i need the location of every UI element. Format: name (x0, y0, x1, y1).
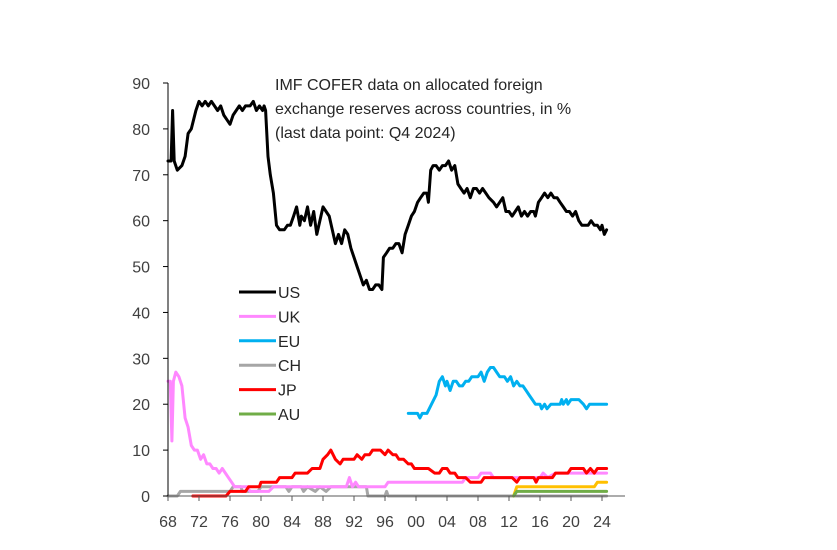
x-tick-label: 12 (500, 514, 518, 531)
x-tick-label: 88 (314, 514, 332, 531)
x-tick-label: 04 (438, 514, 456, 531)
y-tick-label: 50 (132, 260, 150, 277)
axes-layer (167, 83, 625, 497)
y-tick-label: 20 (132, 397, 150, 414)
y-tick-label: 10 (132, 443, 150, 460)
legend-label-ch: CH (278, 358, 301, 375)
series-line-eu (406, 366, 609, 420)
series-layer (166, 99, 609, 498)
y-tick-label: 60 (132, 214, 150, 231)
x-tick-label: 00 (407, 514, 425, 531)
series-line-jp (191, 448, 609, 498)
y-tick-label: 30 (132, 351, 150, 368)
x-tick-label: 84 (283, 514, 301, 531)
y-tick-label: 70 (132, 168, 150, 185)
chart-subtitle: (last data point: Q4 2024) (275, 125, 456, 142)
x-tick-label: 16 (531, 514, 549, 531)
chart-title-line-2: exchange reserves across countries, in % (275, 101, 571, 118)
chart-title-line-1: IMF COFER data on allocated foreign (275, 77, 543, 94)
series-line-ca (512, 480, 609, 498)
x-tick-label: 08 (469, 514, 487, 531)
legend-label-us: US (278, 285, 300, 302)
x-tick-label: 20 (562, 514, 580, 531)
legend-label-uk: UK (278, 309, 301, 326)
y-ticks: 0 10 20 30 40 50 60 70 80 90 (132, 76, 168, 506)
x-tick-label: 96 (376, 514, 394, 531)
x-tick-label: 24 (593, 514, 611, 531)
x-tick-label: 76 (221, 514, 239, 531)
series-line-uk (166, 370, 609, 493)
y-tick-label: 90 (132, 76, 150, 93)
legend-label-jp: JP (278, 383, 297, 400)
x-tick-label: 92 (345, 514, 363, 531)
y-tick-label: 40 (132, 305, 150, 322)
legend: US UK EU CH JP AU (239, 285, 301, 424)
x-ticks: 68 72 76 80 84 88 92 96 00 04 08 12 16 20 24 (159, 496, 611, 531)
x-tick-label: 68 (159, 514, 177, 531)
y-tick-label: 0 (141, 489, 150, 506)
legend-label-eu: EU (278, 334, 300, 351)
x-tick-label: 80 (252, 514, 270, 531)
x-tick-label: 72 (190, 514, 208, 531)
series-line-au (512, 489, 609, 498)
legend-label-au: AU (278, 407, 300, 424)
series-line-us (166, 99, 609, 291)
chart-title: IMF COFER data on allocated foreign exch… (275, 77, 571, 142)
y-tick-label: 80 (132, 122, 150, 139)
